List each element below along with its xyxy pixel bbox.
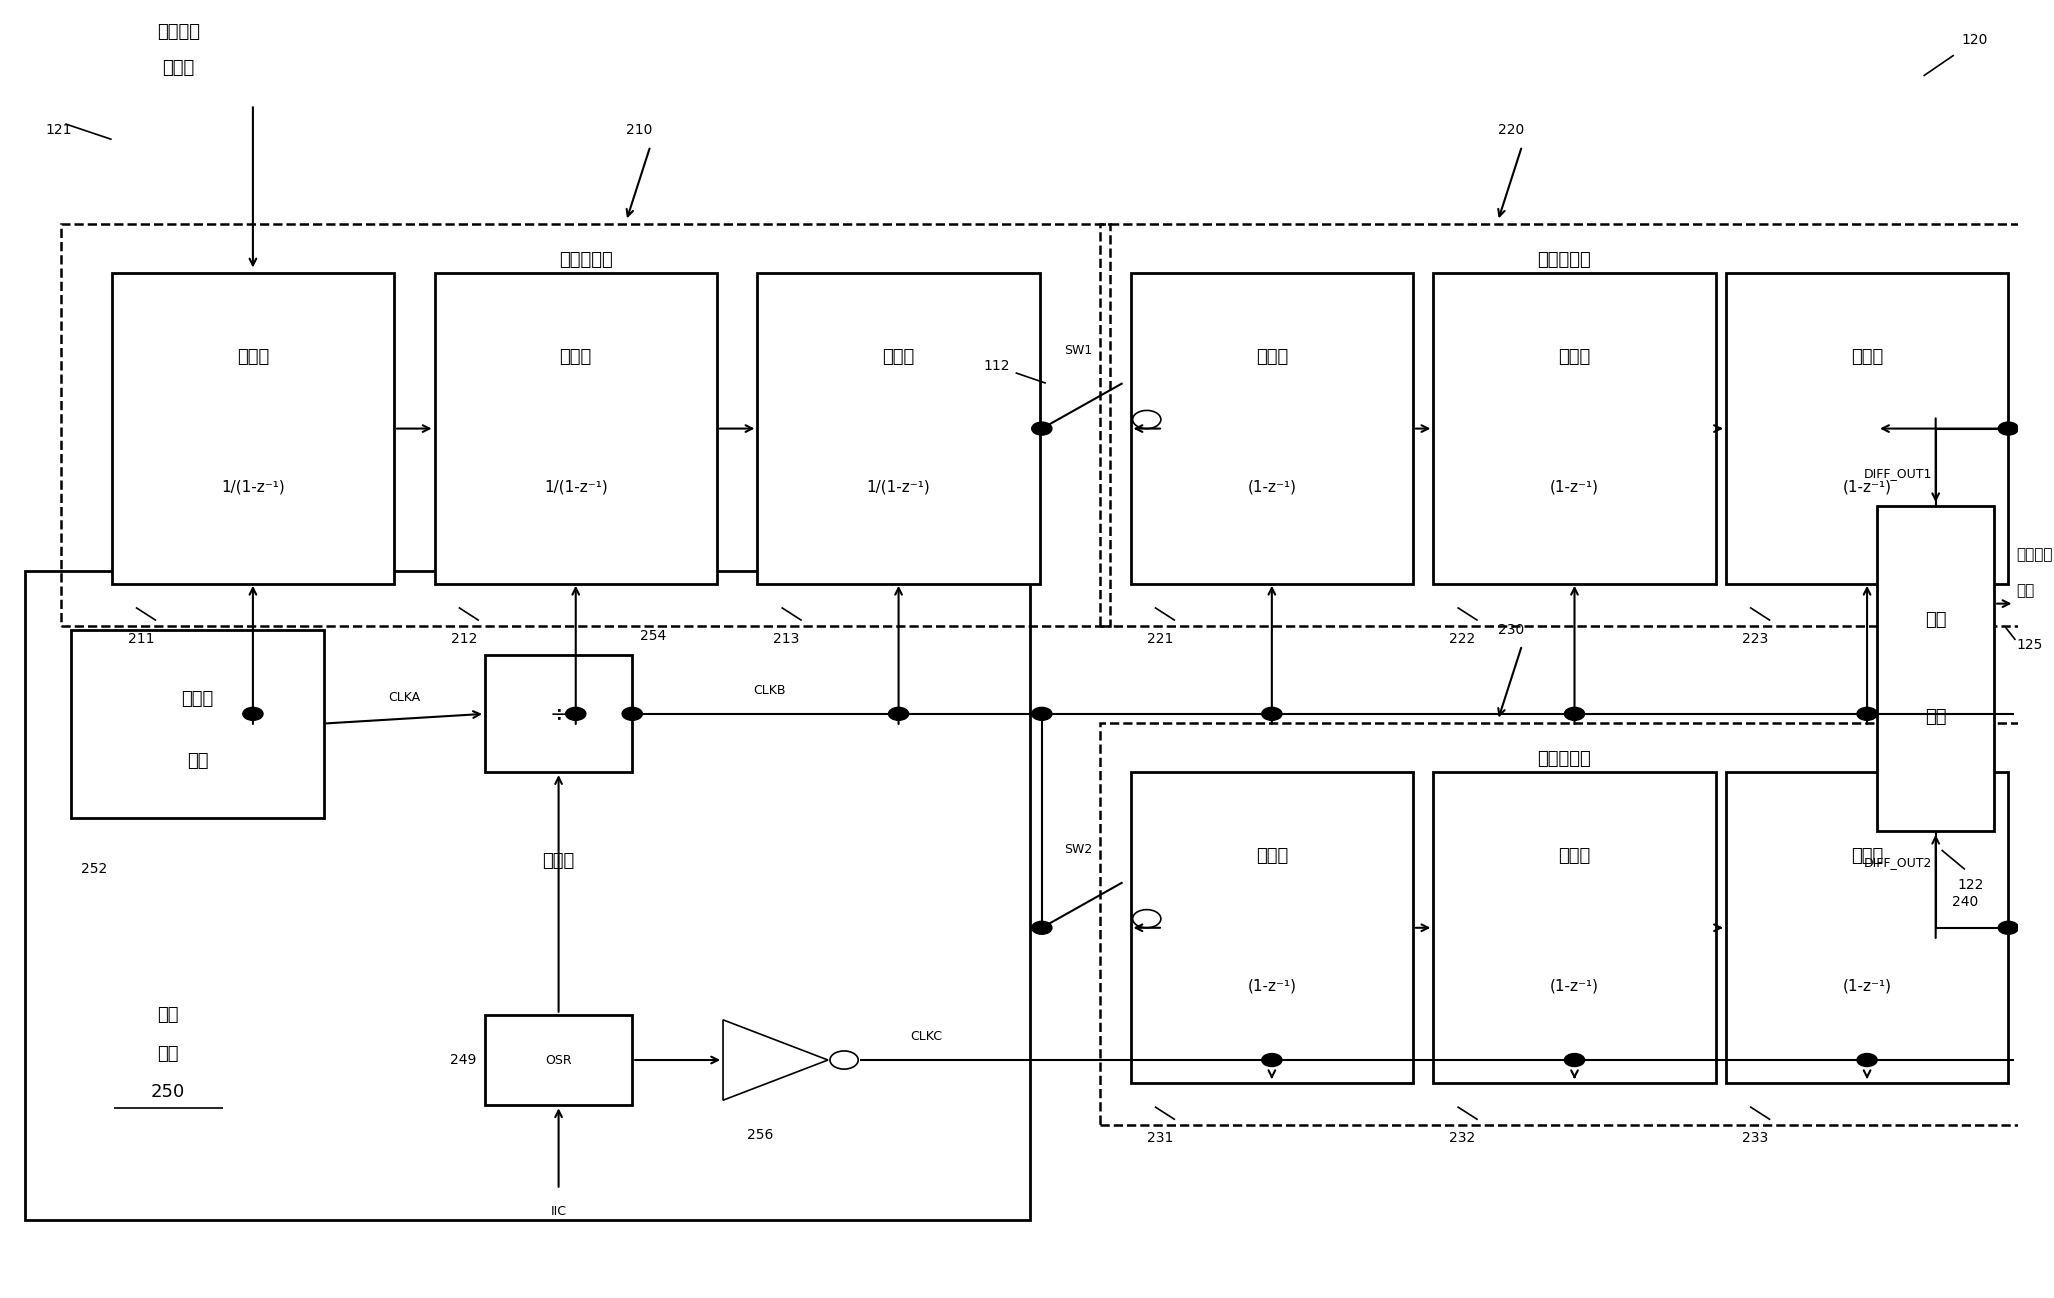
Text: 1/(1-z⁻¹): 1/(1-z⁻¹): [222, 479, 286, 495]
Text: 112: 112: [984, 360, 1011, 374]
Bar: [1725, 273, 2009, 584]
Bar: [111, 273, 394, 584]
Text: 221: 221: [1146, 632, 1173, 645]
Text: 微分器: 微分器: [1851, 848, 1884, 866]
Text: 微分器: 微分器: [1255, 348, 1288, 366]
Text: 122: 122: [1957, 877, 1984, 892]
Text: 微分器: 微分器: [1559, 348, 1590, 366]
Text: (1-z⁻¹): (1-z⁻¹): [1247, 979, 1296, 993]
Text: 1/(1-z⁻¹): 1/(1-z⁻¹): [544, 479, 608, 495]
Text: 生器: 生器: [187, 752, 207, 770]
Bar: [435, 273, 717, 584]
Text: 微分器电路: 微分器电路: [1538, 251, 1592, 269]
Text: (1-z⁻¹): (1-z⁻¹): [1842, 479, 1892, 495]
Circle shape: [1031, 422, 1052, 435]
Text: (1-z⁻¹): (1-z⁻¹): [1551, 979, 1598, 993]
Text: SW2: SW2: [1064, 844, 1093, 857]
Text: 电路: 电路: [1925, 709, 1947, 726]
Text: 212: 212: [450, 632, 477, 645]
Circle shape: [1999, 422, 2019, 435]
Text: 微分器: 微分器: [1559, 848, 1590, 866]
Circle shape: [1857, 707, 1877, 720]
Circle shape: [242, 707, 263, 720]
Text: (1-z⁻¹): (1-z⁻¹): [1551, 479, 1598, 495]
Bar: [1725, 772, 2009, 1084]
Text: OSR: OSR: [544, 1054, 571, 1067]
Text: IIC: IIC: [550, 1206, 567, 1219]
Circle shape: [1999, 922, 2019, 935]
Text: (1-z⁻¹): (1-z⁻¹): [1842, 979, 1892, 993]
Circle shape: [1565, 707, 1584, 720]
Text: 数字输出: 数字输出: [2017, 546, 2052, 562]
Text: 调制器数: 调制器数: [156, 23, 199, 40]
Bar: [1434, 772, 1715, 1084]
Text: 249: 249: [450, 1053, 477, 1067]
Text: 积分器: 积分器: [883, 348, 914, 366]
Text: 240: 240: [1951, 894, 1978, 909]
Text: 211: 211: [127, 632, 154, 645]
Text: 233: 233: [1742, 1131, 1768, 1145]
Circle shape: [1857, 1054, 1877, 1067]
Text: 出值: 出值: [2017, 583, 2036, 598]
Text: 252: 252: [82, 862, 107, 876]
Bar: [72, 630, 325, 818]
Text: 120: 120: [1962, 32, 1988, 47]
Text: 231: 231: [1146, 1131, 1173, 1145]
Text: 字数据: 字数据: [162, 60, 195, 77]
Bar: [485, 655, 633, 772]
Bar: [25, 571, 1029, 1220]
Bar: [1130, 772, 1413, 1084]
Circle shape: [1031, 922, 1052, 935]
Text: 积分器: 积分器: [559, 348, 592, 366]
Circle shape: [1261, 707, 1282, 720]
Bar: [758, 273, 1039, 584]
Text: CLKB: CLKB: [754, 684, 787, 697]
Text: DIFF_OUT1: DIFF_OUT1: [1863, 467, 1931, 480]
Bar: [1101, 723, 2029, 1125]
Text: 积分器: 积分器: [236, 348, 269, 366]
Text: 121: 121: [45, 123, 72, 138]
Bar: [1130, 273, 1413, 584]
Circle shape: [1261, 1054, 1282, 1067]
Circle shape: [565, 707, 585, 720]
Text: 222: 222: [1450, 632, 1475, 645]
Text: 1/(1-z⁻¹): 1/(1-z⁻¹): [867, 479, 930, 495]
Circle shape: [1565, 1054, 1584, 1067]
Text: ÷: ÷: [548, 704, 567, 724]
Text: 250: 250: [152, 1084, 185, 1102]
Text: 125: 125: [2017, 639, 2044, 652]
Text: 223: 223: [1742, 632, 1768, 645]
Text: 结果: 结果: [1925, 611, 1947, 628]
Text: 微分器电路: 微分器电路: [1538, 750, 1592, 768]
Text: 微分器: 微分器: [1851, 348, 1884, 366]
Text: 256: 256: [748, 1128, 774, 1142]
Text: 230: 230: [1497, 623, 1524, 636]
Text: 213: 213: [774, 632, 799, 645]
Text: 微分器: 微分器: [1255, 848, 1288, 866]
Text: 分频比: 分频比: [542, 851, 575, 870]
Text: 时钟发: 时钟发: [181, 691, 214, 709]
Text: 220: 220: [1497, 123, 1524, 138]
Text: 时钟: 时钟: [158, 1006, 179, 1024]
Text: 积分器电路: 积分器电路: [559, 251, 612, 269]
Bar: [1101, 223, 2029, 626]
Text: CLKA: CLKA: [388, 691, 421, 704]
Bar: [485, 1015, 633, 1106]
Text: 232: 232: [1450, 1131, 1475, 1145]
Text: 210: 210: [626, 123, 653, 138]
Text: 254: 254: [641, 630, 668, 643]
Text: CLKC: CLKC: [910, 1031, 943, 1044]
Circle shape: [622, 707, 643, 720]
Text: SW1: SW1: [1064, 344, 1093, 357]
Circle shape: [1031, 707, 1052, 720]
Text: DIFF_OUT2: DIFF_OUT2: [1863, 857, 1931, 870]
Bar: [1877, 506, 1994, 831]
Text: 电路: 电路: [158, 1045, 179, 1063]
Bar: [62, 223, 1111, 626]
Bar: [1434, 273, 1715, 584]
Circle shape: [889, 707, 908, 720]
Text: (1-z⁻¹): (1-z⁻¹): [1247, 479, 1296, 495]
